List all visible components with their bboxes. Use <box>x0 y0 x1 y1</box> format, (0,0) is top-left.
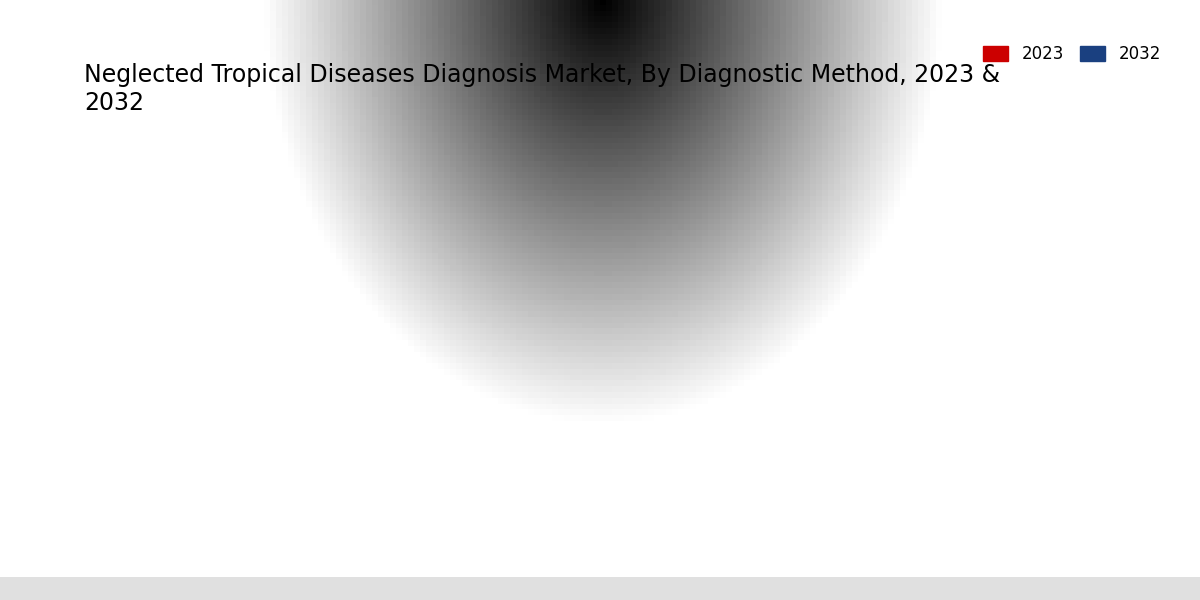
Bar <box>396 407 485 528</box>
Bar <box>961 344 1051 528</box>
Y-axis label: Market Size in USD Billion: Market Size in USD Billion <box>55 205 73 419</box>
Bar <box>1058 298 1147 528</box>
Text: 1.7: 1.7 <box>144 410 170 425</box>
Bar <box>775 427 864 528</box>
Bar <box>492 364 582 528</box>
Bar <box>678 459 768 528</box>
Bar <box>113 430 202 528</box>
Bar <box>209 390 299 528</box>
Text: Neglected Tropical Diseases Diagnosis Market, By Diagnostic Method, 2023 &
2032: Neglected Tropical Diseases Diagnosis Ma… <box>84 63 1000 115</box>
Legend: 2023, 2032: 2023, 2032 <box>977 38 1168 70</box>
